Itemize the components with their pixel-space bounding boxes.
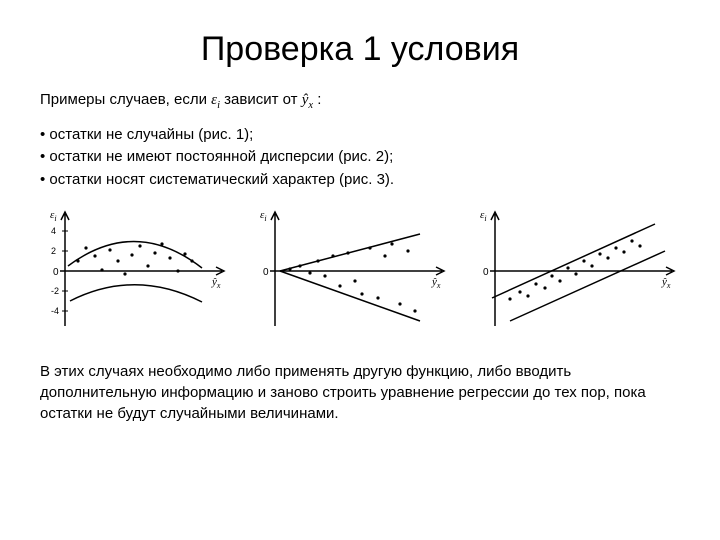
bullet-item: остатки носят систематический характер (… bbox=[40, 169, 680, 192]
svg-text:0: 0 bbox=[263, 267, 269, 278]
chart-3: εi ŷx 0 bbox=[470, 206, 680, 341]
svg-text:ŷx: ŷx bbox=[211, 276, 221, 290]
chart-2: εi ŷx 0 bbox=[250, 206, 450, 341]
chart-1: εi ŷx 0 -4 -2 2 4 bbox=[40, 206, 230, 341]
intro-text: Примеры случаев, если εi зависит от ŷx : bbox=[40, 89, 680, 114]
svg-text:ŷx: ŷx bbox=[431, 276, 441, 290]
svg-text:0: 0 bbox=[483, 267, 489, 278]
svg-text:-2: -2 bbox=[51, 286, 59, 296]
svg-text:0: 0 bbox=[53, 267, 59, 278]
bullet-item: остатки не случайны (рис. 1); bbox=[40, 124, 680, 147]
conclusion-text: В этих случаях необходимо либо применять… bbox=[40, 361, 680, 424]
bullet-list: остатки не случайны (рис. 1); остатки не… bbox=[40, 124, 680, 192]
svg-text:2: 2 bbox=[51, 246, 56, 256]
bullet-item: остатки не имеют постоянной дисперсии (р… bbox=[40, 146, 680, 169]
svg-text:4: 4 bbox=[51, 226, 56, 236]
charts-row: εi ŷx 0 -4 -2 2 4 εi ŷx 0 εi ŷx 0 bbox=[40, 206, 680, 341]
svg-text:ŷx: ŷx bbox=[661, 276, 671, 290]
slide-title: Проверка 1 условия bbox=[40, 30, 680, 69]
svg-text:εi: εi bbox=[260, 209, 267, 223]
svg-text:-4: -4 bbox=[51, 306, 59, 316]
svg-text:εi: εi bbox=[50, 209, 57, 223]
svg-text:εi: εi bbox=[480, 209, 487, 223]
